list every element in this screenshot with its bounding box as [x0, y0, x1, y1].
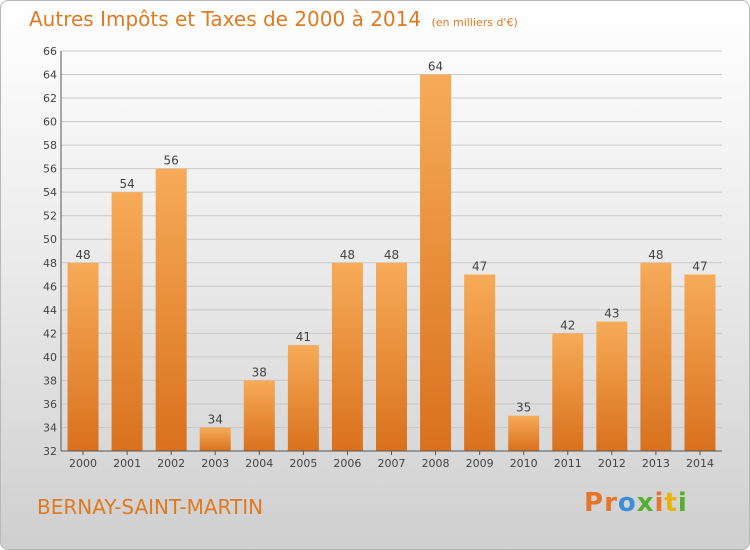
- x-tick-label-2000: 2000: [69, 457, 97, 470]
- bar-2003: [199, 427, 231, 451]
- x-tick-label-2006: 2006: [333, 457, 361, 470]
- bar-2013: [640, 262, 672, 451]
- x-tick-label-2002: 2002: [157, 457, 185, 470]
- y-tick-label: 56: [43, 163, 57, 176]
- y-tick-label: 60: [43, 116, 57, 129]
- logo-letter: P: [584, 488, 605, 518]
- bar-2014: [684, 274, 716, 451]
- bar-2008: [420, 74, 452, 451]
- y-tick-label: 54: [43, 186, 57, 199]
- data-label-2005: 41: [296, 330, 311, 344]
- chart-title: Autres Impôts et Taxes de 2000 à 2014: [29, 7, 422, 31]
- bar-2010: [508, 415, 540, 451]
- logo-letter: t: [664, 488, 678, 518]
- bar-2004: [243, 380, 275, 451]
- bar-2012: [596, 321, 628, 451]
- bar-2001: [111, 192, 143, 452]
- y-tick-label: 64: [43, 69, 57, 82]
- bar-2006: [331, 262, 363, 451]
- x-tick-label-2008: 2008: [422, 457, 450, 470]
- logo-letter: o: [617, 488, 637, 518]
- x-tick-label-2012: 2012: [598, 457, 626, 470]
- logo-letter: i: [654, 488, 665, 518]
- y-tick-label: 36: [43, 398, 57, 411]
- x-tick-label-2011: 2011: [554, 457, 582, 470]
- y-tick-label: 48: [43, 257, 57, 270]
- data-label-2014: 47: [692, 260, 707, 274]
- y-tick-label: 62: [43, 92, 57, 105]
- axes: 32 34 36 38 40 42 44 46 48 50 52 54 56 58 60 62 64 66 2000…: [43, 45, 722, 470]
- logo-letter: r: [604, 488, 618, 518]
- data-label-2002: 56: [164, 154, 179, 168]
- y-tick-label: 38: [43, 374, 57, 387]
- x-tick-label-2014: 2014: [686, 457, 714, 470]
- data-label-2008: 64: [428, 60, 443, 74]
- data-label-2000: 48: [75, 248, 90, 262]
- y-tick-label: 32: [43, 445, 57, 458]
- chart-title-block: Autres Impôts et Taxes de 2000 à 2014 (e…: [29, 7, 518, 31]
- bar-2009: [464, 274, 496, 451]
- bar-2005: [287, 345, 319, 451]
- y-tick-label: 50: [43, 233, 57, 246]
- commune-name: BERNAY-SAINT-MARTIN: [37, 495, 264, 519]
- y-tick-label: 52: [43, 210, 57, 223]
- y-tick-label: 40: [43, 351, 57, 364]
- x-tick-label-2007: 2007: [378, 457, 406, 470]
- y-tick-label: 46: [43, 280, 57, 293]
- y-tick-label: 66: [43, 45, 57, 58]
- data-label-2006: 48: [340, 248, 355, 262]
- x-tick-label-2004: 2004: [245, 457, 273, 470]
- logo-letter: i: [677, 488, 688, 518]
- chart-subtitle: (en milliers d'€): [431, 16, 518, 29]
- data-label-2007: 48: [384, 248, 399, 262]
- logo-letter: x: [636, 488, 655, 518]
- proxiti-logo: Proxiti: [584, 488, 688, 518]
- x-tick-label-2005: 2005: [289, 457, 317, 470]
- y-tick-label: 42: [43, 327, 57, 340]
- x-tick-label-2010: 2010: [510, 457, 538, 470]
- bar-2002: [155, 168, 187, 451]
- data-label-2013: 48: [648, 248, 663, 262]
- bar-2011: [552, 333, 584, 451]
- y-tick-label: 44: [43, 304, 57, 317]
- data-label-2001: 54: [119, 177, 134, 191]
- y-tick-label: 58: [43, 139, 57, 152]
- data-label-2004: 38: [252, 365, 267, 379]
- x-tick-label-2013: 2013: [642, 457, 670, 470]
- data-label-2003: 34: [208, 412, 223, 426]
- x-tick-label-2009: 2009: [466, 457, 494, 470]
- bar-2007: [376, 262, 407, 451]
- x-tick-label-2003: 2003: [201, 457, 229, 470]
- data-label-2010: 35: [516, 401, 531, 415]
- bar-2000: [67, 262, 99, 451]
- y-tick-label: 34: [43, 421, 57, 434]
- data-label-2009: 47: [472, 260, 487, 274]
- x-tick-label-2001: 2001: [113, 457, 141, 470]
- data-label-2012: 43: [604, 307, 619, 321]
- data-label-2011: 42: [560, 318, 575, 332]
- bars: 48 54 56 34 38 41 48 48 64 47 35 42 43 48 47: [67, 60, 716, 452]
